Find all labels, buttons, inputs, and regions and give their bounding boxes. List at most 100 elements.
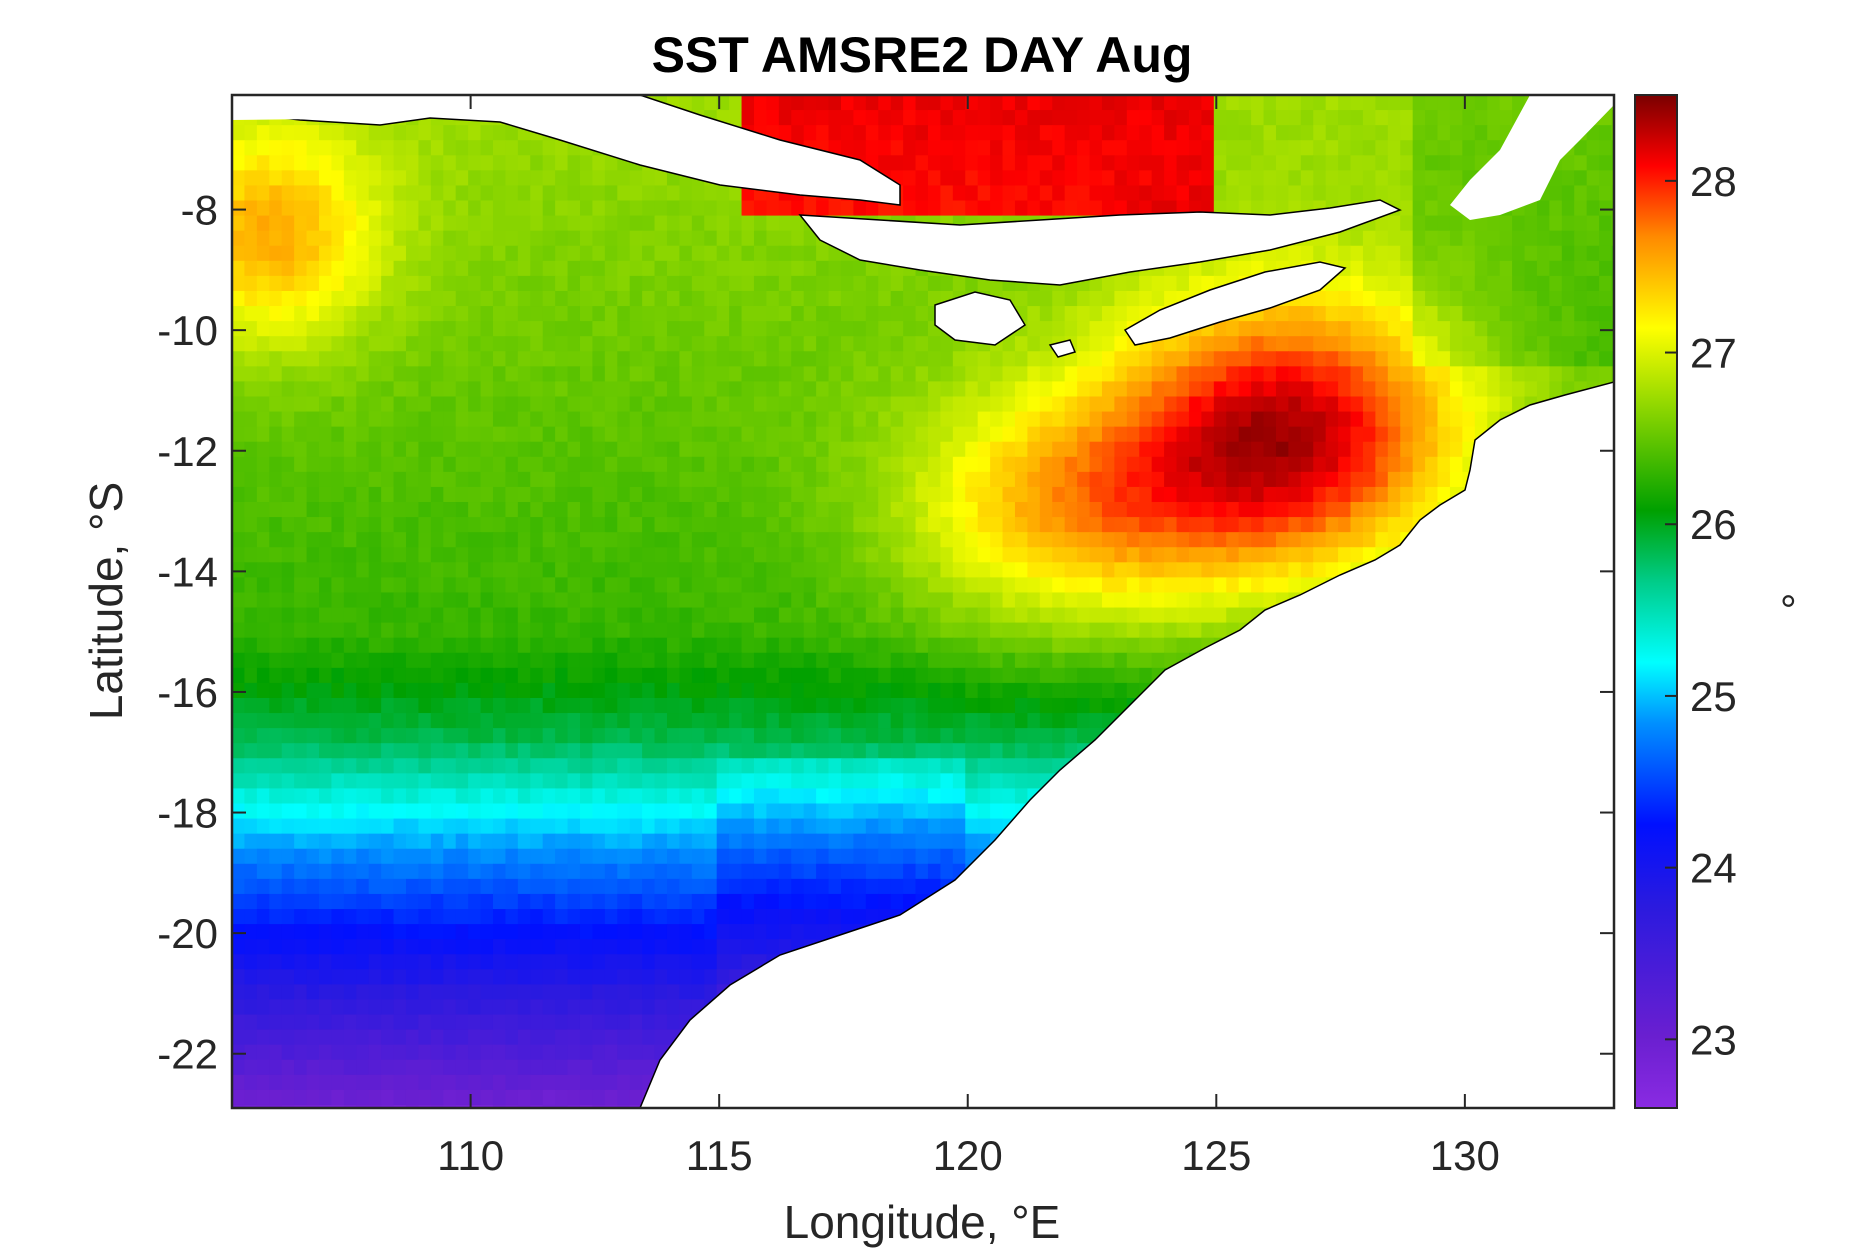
- heatmap-cell: [1126, 682, 1140, 699]
- heatmap-cell: [1101, 321, 1115, 337]
- heatmap-cell: [281, 290, 295, 307]
- heatmap-cell: [256, 125, 270, 141]
- heatmap-cell: [1014, 200, 1028, 217]
- heatmap-cell: [232, 230, 246, 247]
- heatmap-cell: [468, 667, 482, 684]
- heatmap-cell: [1474, 95, 1488, 111]
- heatmap-cell: [604, 471, 618, 488]
- heatmap-cell: [828, 758, 842, 774]
- heatmap-cell: [952, 140, 966, 156]
- heatmap-cell: [1164, 351, 1178, 367]
- heatmap-cell: [517, 170, 531, 187]
- heatmap-cell: [468, 758, 482, 774]
- heatmap-cell: [716, 743, 730, 759]
- heatmap-cell: [816, 306, 830, 322]
- heatmap-cell: [1139, 592, 1153, 609]
- heatmap-cell: [244, 577, 258, 594]
- heatmap-cell: [791, 230, 805, 247]
- heatmap-cell: [393, 592, 407, 609]
- heatmap-cell: [1387, 245, 1401, 262]
- heatmap-cell: [430, 381, 444, 398]
- heatmap-cell: [1089, 411, 1103, 428]
- heatmap-cell: [443, 743, 457, 759]
- heatmap-cell: [319, 321, 333, 337]
- heatmap-cell: [1002, 697, 1016, 714]
- heatmap-cell: [803, 682, 817, 699]
- heatmap-cell: [443, 502, 457, 518]
- heatmap-cell: [840, 728, 854, 744]
- heatmap-cell: [1052, 306, 1066, 322]
- heatmap-cell: [405, 697, 420, 714]
- heatmap-cell: [294, 396, 308, 413]
- heatmap-cell: [1313, 562, 1327, 578]
- heatmap-cell: [679, 637, 693, 654]
- heatmap-cell: [915, 697, 929, 714]
- heatmap-cell: [232, 351, 246, 367]
- heatmap-cell: [455, 366, 469, 383]
- heatmap-cell: [691, 290, 705, 307]
- heatmap-cell: [766, 456, 780, 473]
- heatmap-cell: [1338, 125, 1352, 141]
- heatmap-cell: [1599, 170, 1613, 187]
- heatmap-cell: [1188, 260, 1202, 277]
- heatmap-cell: [890, 351, 904, 367]
- heatmap-cell: [1213, 185, 1227, 202]
- heatmap-cell: [629, 682, 643, 699]
- heatmap-cell: [1288, 321, 1302, 337]
- heatmap-cell: [468, 125, 482, 141]
- heatmap-cell: [1014, 547, 1028, 563]
- heatmap-cell: [753, 592, 768, 609]
- heatmap-cell: [505, 547, 519, 563]
- heatmap-cell: [679, 713, 693, 729]
- heatmap-cell: [269, 200, 283, 217]
- heatmap-cell: [1288, 532, 1302, 548]
- heatmap-cell: [940, 547, 954, 563]
- heatmap-cell: [1536, 245, 1550, 262]
- heatmap-cell: [666, 366, 681, 383]
- heatmap-cell: [555, 743, 569, 759]
- heatmap-cell: [679, 411, 693, 428]
- heatmap-cell: [654, 366, 668, 383]
- heatmap-cell: [468, 366, 482, 383]
- heatmap-cell: [1599, 366, 1613, 383]
- heatmap-cell: [853, 125, 867, 141]
- heatmap-cell: [704, 682, 718, 699]
- heatmap-cell: [642, 577, 656, 594]
- heatmap-cell: [629, 230, 643, 247]
- heatmap-cell: [505, 200, 519, 217]
- heatmap-cell: [1027, 743, 1041, 759]
- heatmap-cell: [256, 517, 270, 533]
- heatmap-cell: [567, 758, 581, 774]
- heatmap-cell: [716, 396, 730, 413]
- heatmap-cell: [617, 667, 631, 684]
- heatmap-cell: [890, 290, 904, 307]
- heatmap-cell: [654, 230, 668, 247]
- heatmap-cell: [828, 547, 842, 563]
- heatmap-cell: [1574, 155, 1588, 171]
- heatmap-cell: [791, 562, 805, 578]
- heatmap-cell: [418, 547, 432, 563]
- heatmap-cell: [567, 351, 581, 367]
- heatmap-cell: [256, 622, 270, 639]
- heatmap-cell: [1400, 306, 1414, 322]
- heatmap-cell: [542, 577, 556, 594]
- heatmap-cell: [840, 532, 854, 548]
- heatmap-cell: [1338, 230, 1352, 247]
- heatmap-cell: [952, 547, 966, 563]
- heatmap-cell: [642, 667, 656, 684]
- heatmap-cell: [1512, 306, 1526, 322]
- heatmap-cell: [903, 758, 917, 774]
- heatmap-cell: [592, 728, 606, 744]
- heatmap-cell: [940, 411, 954, 428]
- heatmap-cell: [443, 471, 457, 488]
- heatmap-cell: [878, 381, 892, 398]
- heatmap-cell: [1139, 185, 1153, 202]
- heatmap-cell: [778, 758, 792, 774]
- heatmap-cell: [1101, 652, 1115, 669]
- heatmap-cell: [927, 110, 941, 126]
- heatmap-cell: [828, 592, 842, 609]
- heatmap-cell: [791, 652, 805, 669]
- heatmap-cell: [1288, 336, 1302, 352]
- heatmap-cell: [1126, 577, 1140, 594]
- heatmap-cell: [642, 230, 656, 247]
